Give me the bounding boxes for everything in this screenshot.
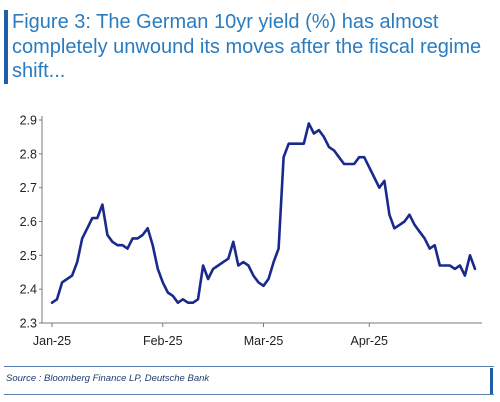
x-tick-label: Mar-25 [244, 334, 284, 348]
x-tick-label: Apr-25 [350, 334, 388, 348]
y-tick-label: 2.3 [20, 317, 37, 331]
footer-rule [4, 366, 494, 367]
y-tick-label: 2.9 [20, 114, 37, 128]
line-chart: 2.3 2.4 2.5 2.6 2.7 2.8 2.9 Jan-25 Feb-25 Mar-25… [20, 114, 482, 348]
y-axis: 2.3 2.4 2.5 2.6 2.7 2.8 2.9 [20, 114, 43, 331]
x-axis: Jan-25 Feb-25 Mar-25 Apr-25 [33, 322, 482, 348]
y-tick-label: 2.8 [20, 147, 37, 161]
x-tick-label: Feb-25 [143, 334, 183, 348]
source-note: Source : Bloomberg Finance LP, Deutsche … [6, 373, 210, 384]
footer-bottom-line [4, 394, 494, 395]
figure-title: Figure 3: The German 10yr yield (%) has … [12, 11, 482, 82]
y-tick-label: 2.4 [20, 283, 37, 297]
y-tick-label: 2.5 [20, 249, 37, 263]
series-line-bund-10y-yield [50, 122, 477, 304]
y-tick-label: 2.7 [20, 181, 37, 195]
title-accent-bar [4, 10, 8, 84]
series-layer [50, 122, 477, 304]
x-tick-label: Jan-25 [33, 334, 71, 348]
y-tick-label: 2.6 [20, 215, 37, 229]
footer-accent-bar [490, 368, 493, 394]
